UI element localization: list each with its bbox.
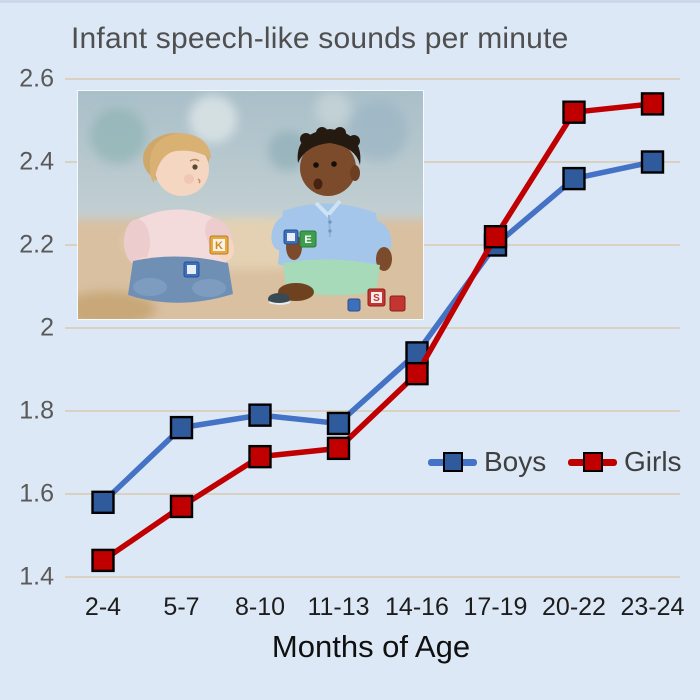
boys-marker-5-7	[169, 415, 194, 440]
girl-lace-sleeve-left	[124, 219, 150, 265]
boy-polo-collar	[314, 199, 342, 218]
y-tick-label: 2	[40, 313, 54, 342]
inset-photo: K	[77, 90, 424, 320]
legend-label-boys: Boys	[484, 446, 547, 477]
y-tick-label: 2.4	[19, 147, 54, 176]
girls-marker-20-22	[562, 100, 586, 124]
girls-line	[100, 101, 656, 564]
x-tick-label: 20-22	[542, 593, 606, 621]
block-letter: E	[304, 234, 311, 246]
boys-marker-8-10	[248, 403, 272, 427]
boys-marker-11-13	[326, 411, 351, 436]
girl-hair-front	[149, 133, 211, 183]
girls-line-swatch	[568, 452, 617, 472]
boy-shoe	[268, 293, 290, 305]
y-tick-label: 1.8	[19, 396, 54, 425]
boy-hair	[297, 129, 361, 165]
boys-line	[100, 159, 656, 506]
letter-block-red: S	[347, 288, 406, 312]
boys-marker-icon	[442, 452, 463, 472]
block-letter: S	[373, 293, 380, 304]
boys-marker-23-24	[640, 150, 665, 174]
boy-polo-shirt	[278, 203, 383, 275]
toddler-girl: K	[124, 133, 234, 303]
boy-mouth	[313, 178, 323, 190]
girls-marker-5-7	[169, 494, 194, 519]
girls-marker-14-16	[405, 361, 429, 386]
x-axis-title: Months of Age	[271, 629, 471, 664]
boys-line-swatch	[428, 452, 477, 472]
x-tick-label: 2-4	[84, 593, 122, 621]
x-tick-label: 8-10	[234, 593, 286, 621]
girls-marker-23-24	[640, 92, 665, 116]
legend-item-girls: Girls	[568, 446, 682, 477]
letter-block-blue-boy	[283, 229, 299, 245]
girl-shirt	[134, 209, 226, 271]
chart-title: Infant speech-like sounds per minute	[71, 22, 569, 55]
letter-block-yellow: K	[209, 235, 229, 255]
letter-block-blue-girl	[183, 261, 200, 278]
window-top-edge	[0, 0, 700, 3]
girls-marker-17-19	[483, 224, 508, 249]
girls-marker-2-4	[91, 548, 115, 573]
x-tick-label: 11-13	[307, 593, 370, 621]
y-tick-label: 2.6	[19, 64, 54, 93]
x-tick-label: 17-19	[463, 593, 528, 621]
x-tick-label: 23-24	[620, 593, 685, 621]
y-tick-label: 1.4	[19, 562, 54, 591]
girls-marker-11-13	[326, 436, 351, 461]
boys-marker-20-22	[562, 166, 586, 191]
toddler-boy: E S	[268, 127, 406, 312]
legend-label-girls: Girls	[624, 446, 682, 477]
block-letter: K	[215, 240, 223, 252]
y-tick-label: 1.6	[19, 479, 54, 508]
letter-block-green: E	[299, 230, 317, 248]
girl-head	[155, 142, 209, 196]
boys-marker-2-4	[91, 490, 115, 514]
legend-item-boys: Boys	[428, 446, 547, 477]
girls-marker-8-10	[248, 444, 272, 469]
x-tick-label: 14-16	[385, 593, 449, 621]
girls-marker-icon	[582, 452, 603, 472]
x-tick-label: 5-7	[163, 593, 200, 621]
y-tick-label: 2.2	[19, 230, 54, 259]
